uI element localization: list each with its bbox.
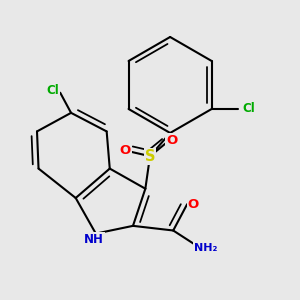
Text: O: O xyxy=(188,198,199,211)
Text: Cl: Cl xyxy=(242,103,255,116)
Text: O: O xyxy=(166,134,177,147)
Text: NH₂: NH₂ xyxy=(194,242,217,253)
Text: O: O xyxy=(120,143,131,157)
Text: NH: NH xyxy=(84,233,104,246)
Text: S: S xyxy=(145,149,155,164)
Text: Cl: Cl xyxy=(46,84,59,97)
